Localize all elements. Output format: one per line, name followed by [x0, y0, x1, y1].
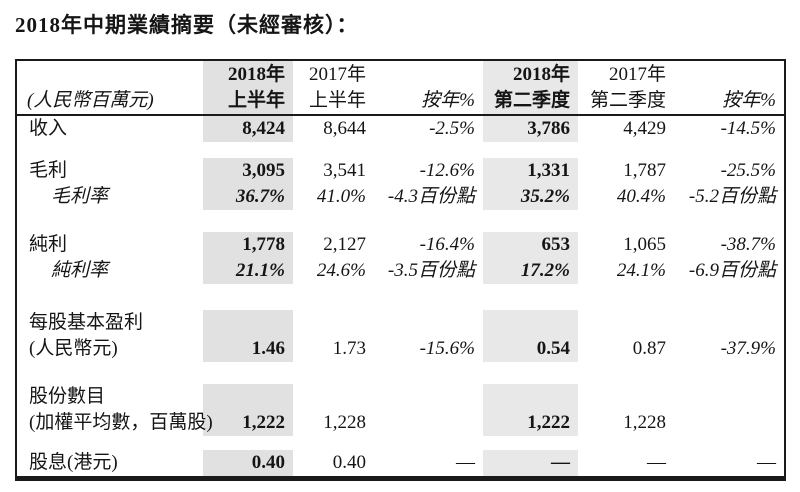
row-label: 股息(港元) — [29, 452, 118, 473]
cell-yoy-h1 — [374, 410, 483, 436]
cell-2017-h1: 0.40 — [332, 452, 366, 473]
cell-2017-q2: 1,228 — [623, 412, 666, 433]
table-row-gross-margin: 毛利率 36.7% 41.0% -4.3百份點 35.2% 40.4% -5.2… — [16, 184, 785, 210]
cell-2018-h1: 0.40 — [251, 452, 285, 473]
cell-2017-q2: 4,429 — [623, 118, 666, 139]
col-header-year: 2018年 — [227, 64, 285, 85]
cell-yoy-q2: — — [757, 452, 776, 473]
row-label: 毛利 — [29, 160, 68, 181]
table-row-shares-values: (加權平均數，百萬股) 1,222 1,228 1,222 1,228 — [16, 410, 785, 436]
table-row-net-profit: 純利 1,778 2,127 -16.4% 653 1,065 -38.7% — [16, 232, 785, 258]
cell-2018-q2: 1,331 — [527, 160, 570, 181]
cell-yoy-h1: -16.4% — [419, 234, 475, 255]
col-header-2017-q2: 2017年 第二季度 — [578, 60, 674, 116]
cell-2017-q2: 24.1% — [616, 260, 666, 281]
row-label: 每股基本盈利 — [29, 312, 144, 333]
spacer-row — [16, 210, 785, 232]
cell-2018-q2: 17.2% — [520, 260, 570, 281]
cell-2017-h1: 41.0% — [316, 186, 366, 207]
col-header-period: 上半年 — [227, 90, 285, 111]
table-row-eps-title: 每股基本盈利 — [16, 310, 785, 336]
spacer-row — [16, 436, 785, 450]
header-row: (人民幣百萬元) 2018年 上半年 2017年 上半年 按年% 2018年 第… — [16, 60, 785, 116]
cell-2018-q2: — — [551, 452, 570, 473]
col-header-period: 按年% — [421, 90, 475, 111]
col-header-period: 按年% — [722, 90, 776, 111]
row-label: (加權平均數，百萬股) — [29, 412, 213, 433]
cell-2017-h1: 1.73 — [332, 338, 366, 359]
cell-yoy-q2: -14.5% — [720, 118, 776, 139]
row-label: 收入 — [29, 118, 68, 139]
table-row-revenue: 收入 8,424 8,644 -2.5% 3,786 4,429 -14.5% — [16, 115, 785, 142]
cell-2018-q2: 0.54 — [536, 338, 570, 359]
spacer-row — [16, 362, 785, 384]
cell-2018-h1: 8,424 — [242, 118, 285, 139]
cell-2018-q2: 653 — [541, 234, 571, 255]
cell-yoy-h1: -4.3百份點 — [387, 186, 475, 207]
col-header-year: 2017年 — [608, 64, 666, 85]
cell-2017-q2: — — [647, 452, 666, 473]
results-table: (人民幣百萬元) 2018年 上半年 2017年 上半年 按年% 2018年 第… — [15, 59, 786, 481]
unit-label: (人民幣百萬元) — [16, 60, 203, 116]
cell-yoy-q2 — [674, 410, 785, 436]
cell-yoy-h1: -12.6% — [419, 160, 475, 181]
col-header-yoy-h1: 按年% — [374, 60, 483, 116]
row-label: (人民幣元) — [29, 338, 118, 359]
row-label: 股份數目 — [29, 386, 106, 407]
cell-2017-q2: 1,787 — [623, 160, 666, 181]
table-row-eps-values: (人民幣元) 1.46 1.73 -15.6% 0.54 0.87 -37.9% — [16, 336, 785, 362]
col-header-period: 第二季度 — [589, 90, 666, 111]
cell-2017-q2: 40.4% — [616, 186, 666, 207]
col-header-2018-q2: 2018年 第二季度 — [483, 60, 578, 116]
cell-2018-h1: 3,095 — [242, 160, 285, 181]
cell-yoy-h1: -15.6% — [419, 338, 475, 359]
col-header-2017-h1: 2017年 上半年 — [293, 60, 374, 116]
cell-2018-h1: 21.1% — [235, 260, 285, 281]
cell-yoy-h1: -3.5百份點 — [387, 260, 475, 281]
cell-2017-h1: 3,541 — [323, 160, 366, 181]
cell-2018-h1: 36.7% — [235, 186, 285, 207]
cell-2017-h1: 2,127 — [323, 234, 366, 255]
table-row-dividend: 股息(港元) 0.40 0.40 — — — — — [16, 450, 785, 479]
cell-2017-h1: 1,228 — [323, 412, 366, 433]
col-header-period: 上半年 — [308, 90, 366, 111]
cell-yoy-q2: -37.9% — [720, 338, 776, 359]
row-label: 毛利率 — [51, 186, 109, 207]
cell-yoy-q2: -38.7% — [720, 234, 776, 255]
cell-2018-q2: 35.2% — [520, 186, 570, 207]
table-row-net-margin: 純利率 21.1% 24.6% -3.5百份點 17.2% 24.1% -6.9… — [16, 258, 785, 284]
row-label: 純利 — [29, 234, 68, 255]
table-row-shares-title: 股份數目 — [16, 384, 785, 410]
col-header-year: 2017年 — [308, 64, 366, 85]
cell-2018-q2: 3,786 — [527, 118, 570, 139]
cell-yoy-h1: — — [456, 452, 475, 473]
col-header-2018-h1: 2018年 上半年 — [203, 60, 293, 116]
col-header-period: 第二季度 — [493, 90, 570, 111]
spacer-row — [16, 284, 785, 310]
cell-yoy-q2: -6.9百份點 — [688, 260, 776, 281]
cell-yoy-h1: -2.5% — [429, 118, 475, 139]
cell-yoy-q2: -5.2百份點 — [688, 186, 776, 207]
cell-2017-q2: 0.87 — [632, 338, 666, 359]
col-header-year: 2018年 — [512, 64, 570, 85]
cell-2017-h1: 24.6% — [316, 260, 366, 281]
cell-yoy-q2: -25.5% — [720, 160, 776, 181]
page-title: 2018年中期業績摘要（未經審核）： — [15, 13, 359, 37]
cell-2018-h1: 1,778 — [242, 234, 285, 255]
cell-2017-q2: 1,065 — [623, 234, 666, 255]
cell-2018-h1: 1,222 — [242, 412, 285, 433]
cell-2017-h1: 8,644 — [323, 118, 366, 139]
table-row-gross-profit: 毛利 3,095 3,541 -12.6% 1,331 1,787 -25.5% — [16, 158, 785, 184]
cell-2018-q2: 1,222 — [527, 412, 570, 433]
row-label: 純利率 — [51, 260, 109, 281]
spacer-row — [16, 142, 785, 158]
cell-2018-h1: 1.46 — [251, 338, 285, 359]
col-header-yoy-q2: 按年% — [674, 60, 785, 116]
